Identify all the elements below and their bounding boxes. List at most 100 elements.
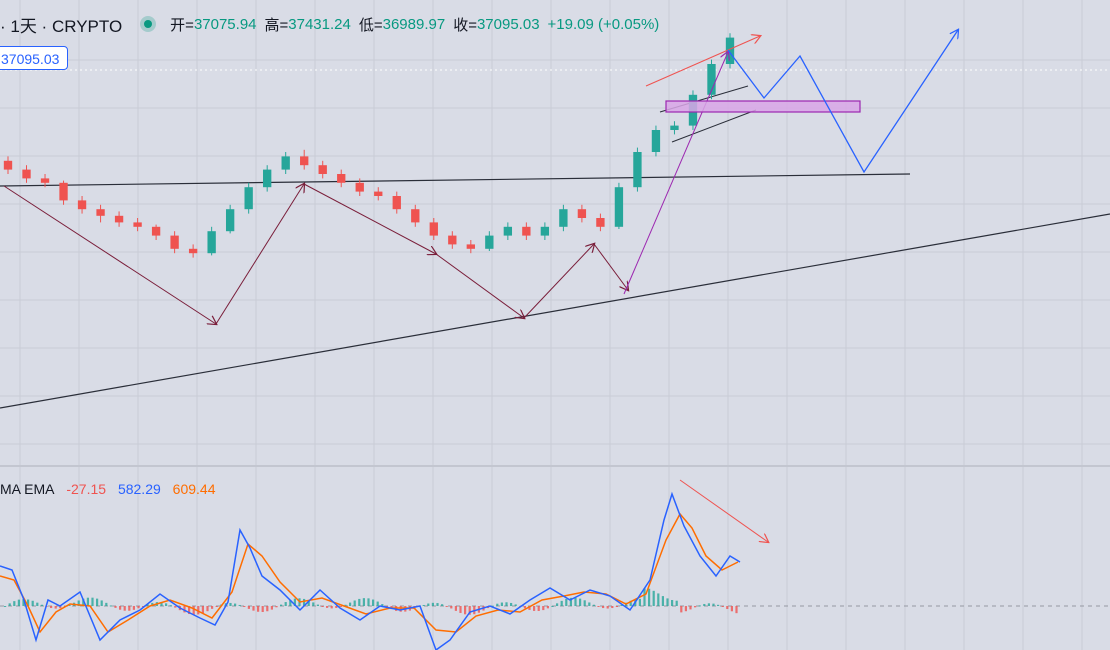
- macd-histogram-bar: [197, 606, 200, 615]
- macd-histogram-bar: [583, 600, 586, 606]
- candles: [3, 33, 735, 258]
- macd-histogram-bar: [712, 603, 715, 606]
- macd-histogram-bar: [500, 602, 503, 606]
- candle-body: [40, 178, 50, 183]
- macd-histogram-bar: [151, 602, 154, 606]
- macd-histogram-bar: [257, 606, 260, 612]
- macd-histogram-bar: [321, 606, 324, 607]
- macd-histogram-bar: [289, 599, 292, 606]
- macd-histogram-bar: [316, 604, 319, 606]
- macd-histogram-bar: [367, 598, 370, 606]
- wave-arrow: [215, 184, 304, 325]
- macd-histogram-bar: [188, 606, 191, 615]
- macd-histogram-bar: [666, 598, 669, 606]
- channel-lower-line: [671, 109, 757, 143]
- macd-histogram-bar: [31, 600, 34, 606]
- macd-histogram-bar: [128, 606, 131, 611]
- macd-histogram-bar: [183, 606, 186, 613]
- candle-body: [263, 169, 272, 188]
- macd-histogram-bar: [54, 606, 57, 609]
- macd-histogram-bar: [565, 598, 568, 606]
- candle-body: [670, 125, 679, 130]
- macd-indicator-name[interactable]: MA EMA: [0, 481, 55, 497]
- candle-body: [559, 209, 568, 227]
- candle-body: [466, 244, 475, 249]
- macd-histogram-bar: [307, 600, 310, 606]
- candle-body: [485, 235, 494, 249]
- candle-body: [300, 156, 309, 166]
- macd-histogram-bar: [643, 588, 646, 606]
- macd-histogram-bar: [717, 604, 720, 606]
- candle-body: [244, 187, 253, 210]
- macd-histogram-bar: [247, 606, 250, 609]
- macd-histogram-value: -27.15: [66, 481, 107, 497]
- macd-histogram-bar: [588, 602, 591, 606]
- candle-body: [392, 196, 401, 210]
- macd-histogram-bar: [160, 602, 163, 606]
- macd-histogram-bar: [13, 601, 16, 606]
- macd-histogram-bar: [694, 606, 697, 608]
- macd-histogram-bar: [238, 604, 241, 606]
- macd-histogram-bar: [109, 605, 112, 607]
- macd-histogram-bar: [137, 606, 140, 609]
- macd-histogram-bar: [427, 603, 430, 606]
- macd-histogram-bar: [381, 604, 384, 606]
- high-value: 37431.24: [288, 15, 351, 33]
- macd-histogram-bar: [303, 598, 306, 606]
- macd-histogram-bar: [192, 606, 195, 615]
- macd-histogram-bar: [661, 596, 664, 606]
- macd-histogram-bar: [206, 606, 209, 612]
- wave-arrow: [523, 244, 594, 319]
- macd-histogram-bar: [680, 606, 683, 613]
- open-label: 开=: [170, 16, 194, 34]
- support-zone-box: [665, 100, 861, 113]
- macd-histogram-bar: [17, 599, 20, 606]
- candle-body: [614, 187, 624, 227]
- wave-arrow: [3, 185, 216, 324]
- macd-histogram-bar: [620, 604, 623, 606]
- market-status-icon: [140, 16, 157, 32]
- macd-histogram-bar: [123, 606, 126, 611]
- macd-histogram-bar: [579, 598, 582, 606]
- macd-histogram-bar: [445, 606, 448, 607]
- macd-histogram-bar: [707, 603, 710, 606]
- candle-body: [337, 174, 346, 183]
- resistance-line: [0, 173, 911, 187]
- macd-histogram-bar: [211, 606, 214, 609]
- macd-histogram-bar: [560, 600, 563, 606]
- macd-histogram-bar: [40, 604, 43, 606]
- macd-histogram-bar: [119, 606, 122, 610]
- candle-body: [170, 235, 179, 249]
- macd-histogram-bar: [542, 606, 545, 611]
- candle-body: [114, 215, 124, 223]
- candle-body: [429, 222, 438, 236]
- macd-histogram-bar: [96, 598, 99, 606]
- macd-histogram-bar: [234, 603, 237, 606]
- macd-histogram-bar: [50, 606, 53, 609]
- divergence-macd-arrow: [679, 479, 768, 542]
- candle-body: [633, 152, 642, 188]
- macd-histogram-bar: [657, 593, 660, 606]
- low-value: 36989.97: [382, 15, 446, 33]
- low-label: 低=: [358, 16, 383, 34]
- macd-histogram-bar: [275, 606, 278, 608]
- macd-histogram-bar: [684, 606, 687, 612]
- macd-histogram-bar: [468, 606, 471, 615]
- macd-histogram-bar: [114, 606, 117, 608]
- macd-pane: [0, 479, 1110, 650]
- macd-histogram-bar: [602, 606, 605, 609]
- macd-histogram-bar: [270, 606, 273, 610]
- divergence-price-arrow: [645, 36, 760, 87]
- candle-body: [318, 165, 327, 174]
- macd-histogram-bar: [266, 606, 269, 612]
- change-value: +19.09 (+0.05%): [547, 15, 660, 33]
- macd-histogram-bar: [22, 599, 25, 606]
- macd-histogram-bar: [59, 606, 62, 609]
- candle-body: [411, 209, 420, 223]
- macd-histogram-bar: [146, 604, 149, 606]
- symbol-title[interactable]: · 1天 · CRYPTO: [0, 16, 123, 36]
- macd-histogram-bar: [551, 605, 554, 607]
- candle-body: [596, 218, 605, 227]
- macd-histogram-bar: [27, 599, 30, 606]
